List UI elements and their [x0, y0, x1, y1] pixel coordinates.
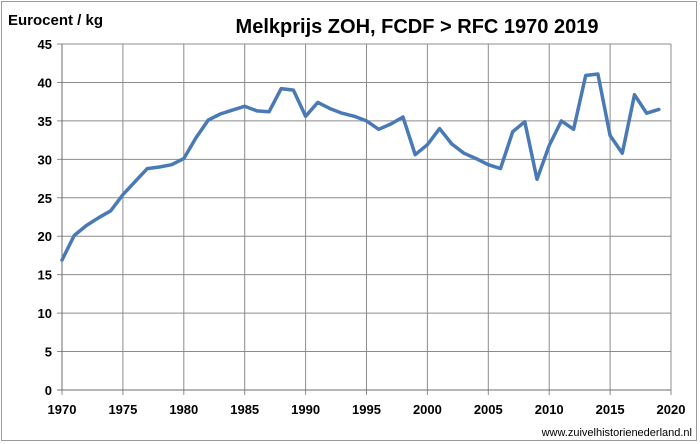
y-tick-label: 5: [45, 345, 52, 360]
data-point: [207, 118, 210, 122]
data-point: [523, 120, 526, 123]
series-group: [60, 72, 661, 262]
data-point: [267, 110, 271, 113]
data-point: [255, 109, 259, 113]
data-point: [560, 119, 563, 123]
data-point: [109, 209, 112, 212]
data-point: [548, 144, 551, 147]
y-tick-label: 0: [45, 383, 52, 398]
data-point: [414, 153, 417, 156]
data-point: [584, 74, 587, 77]
data-point: [60, 258, 64, 262]
data-point: [85, 224, 88, 227]
data-point: [133, 180, 137, 183]
data-point: [231, 108, 234, 112]
x-tick-label: 1975: [108, 402, 137, 417]
data-point: [121, 193, 125, 196]
x-tick-label: 2005: [474, 402, 503, 417]
data-point: [426, 143, 429, 146]
x-tick-label: 2010: [535, 402, 564, 417]
y-tick-label: 30: [38, 152, 52, 167]
data-point: [194, 136, 198, 139]
data-point: [304, 115, 307, 118]
data-point: [170, 163, 173, 166]
x-tick-label: 1995: [352, 402, 381, 417]
x-tick-label: 2015: [596, 402, 625, 417]
data-point: [292, 88, 295, 92]
data-point: [657, 108, 660, 111]
series-line: [60, 72, 661, 262]
data-point: [219, 112, 222, 116]
data-point: [462, 152, 466, 155]
x-tick-label: 1970: [48, 402, 77, 417]
data-point: [353, 115, 356, 118]
data-point: [328, 107, 332, 110]
data-point: [511, 130, 514, 133]
data-point: [608, 134, 612, 137]
chart-title: Melkprijs ZOH, FCDF > RFC 1970 2019: [236, 16, 599, 38]
data-point: [182, 157, 185, 160]
data-point: [450, 142, 453, 146]
x-tick-labels: 1970 1975 1980 1985 1990 1995 2000 2005 2010 2015…: [48, 402, 686, 417]
x-tick-label: 2000: [413, 402, 442, 417]
data-point: [243, 105, 246, 108]
y-axis-title: Eurocent / kg: [8, 12, 103, 29]
grid-lines: [57, 43, 672, 395]
y-tick-label: 10: [38, 306, 52, 321]
data-point: [340, 112, 344, 115]
y-tick-label: 35: [38, 114, 52, 129]
data-point: [621, 152, 624, 155]
data-point: [158, 165, 161, 169]
data-point: [73, 234, 76, 237]
y-tick-label: 20: [38, 229, 52, 244]
source-credit: www.zuivelhistorienederland.nl: [541, 427, 692, 439]
y-tick-labels: 0 5 10 15 20 25 30 35 40 45: [38, 37, 52, 398]
data-point: [474, 157, 478, 160]
data-point: [377, 128, 380, 131]
data-point: [97, 216, 100, 219]
data-point: [487, 163, 490, 166]
data-point: [389, 122, 393, 126]
data-point: [596, 72, 600, 76]
y-tick-label: 40: [38, 75, 52, 90]
y-tick-label: 15: [38, 268, 52, 283]
data-point: [280, 87, 283, 90]
y-tick-label: 45: [38, 37, 52, 52]
x-tick-label: 1980: [169, 402, 198, 417]
y-tick-label: 25: [38, 191, 52, 206]
x-tick-label: 2020: [657, 402, 686, 417]
data-point: [365, 119, 368, 123]
data-point: [645, 112, 648, 115]
data-point: [572, 128, 575, 131]
data-point: [316, 101, 319, 104]
data-point: [401, 115, 405, 119]
data-point: [499, 167, 502, 170]
data-point: [146, 167, 149, 170]
x-tick-label: 1990: [291, 402, 320, 417]
data-point: [633, 93, 636, 96]
data-point: [438, 127, 441, 130]
data-point: [535, 178, 539, 181]
x-tick-label: 1985: [230, 402, 259, 417]
